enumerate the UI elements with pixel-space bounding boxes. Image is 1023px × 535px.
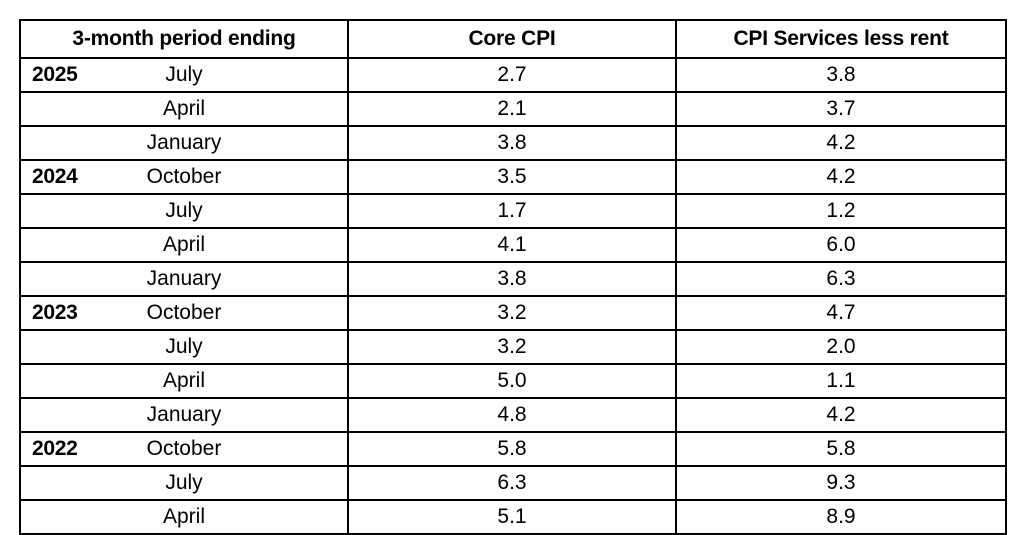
period-cell: April — [19, 499, 349, 535]
month-label: January — [146, 403, 222, 426]
core-cpi-value: 5.1 — [347, 499, 677, 535]
month-label: April — [162, 369, 205, 392]
cpi-services-less-rent-value: 1.2 — [675, 193, 1007, 229]
cpi-table: 3-month period ending Core CPI CPI Servi… — [19, 19, 1007, 535]
month-label: April — [162, 505, 205, 528]
cpi-services-less-rent-value: 6.0 — [675, 227, 1007, 263]
period-cell: July — [19, 465, 349, 501]
core-cpi-value: 3.5 — [347, 159, 677, 195]
cpi-services-less-rent-value: 9.3 — [675, 465, 1007, 501]
month-label: July — [165, 335, 203, 358]
page-root: 3-month period ending Core CPI CPI Servi… — [19, 19, 1007, 535]
table-row: July 6.3 9.3 — [19, 465, 1007, 501]
core-cpi-value: 6.3 — [347, 465, 677, 501]
period-cell: July — [19, 329, 349, 365]
period-cell: January — [19, 261, 349, 297]
period-cell: April — [19, 363, 349, 399]
month-label: October — [146, 301, 222, 324]
header-row: 3-month period ending Core CPI CPI Servi… — [19, 19, 1007, 59]
table-row: July 3.2 2.0 — [19, 329, 1007, 365]
table-row: 2023 October 3.2 4.7 — [19, 295, 1007, 331]
cpi-services-less-rent-value: 4.7 — [675, 295, 1007, 331]
core-cpi-value: 4.1 — [347, 227, 677, 263]
column-header-period: 3-month period ending — [19, 19, 349, 59]
table-row: January 4.8 4.2 — [19, 397, 1007, 433]
table-row: April 5.0 1.1 — [19, 363, 1007, 399]
month-label: October — [146, 437, 222, 460]
core-cpi-value: 3.8 — [347, 261, 677, 297]
table-row: April 2.1 3.7 — [19, 91, 1007, 127]
period-cell: July — [19, 193, 349, 229]
table-row: April 4.1 6.0 — [19, 227, 1007, 263]
period-cell: 2023 October — [19, 295, 349, 331]
table-row: January 3.8 6.3 — [19, 261, 1007, 297]
month-label: October — [146, 165, 222, 188]
column-header-cpi-services-less-rent: CPI Services less rent — [675, 19, 1007, 59]
core-cpi-value: 1.7 — [347, 193, 677, 229]
table-row: July 1.7 1.2 — [19, 193, 1007, 229]
table-row: 2022 October 5.8 5.8 — [19, 431, 1007, 467]
period-cell: April — [19, 91, 349, 127]
table-row: 2025 July 2.7 3.8 — [19, 57, 1007, 93]
core-cpi-value: 2.1 — [347, 91, 677, 127]
core-cpi-value: 5.0 — [347, 363, 677, 399]
period-cell: 2025 July — [19, 57, 349, 93]
table-row: April 5.1 8.9 — [19, 499, 1007, 535]
year-label: 2022 — [32, 437, 78, 460]
core-cpi-value: 2.7 — [347, 57, 677, 93]
cpi-services-less-rent-value: 3.7 — [675, 91, 1007, 127]
column-header-core-cpi: Core CPI — [347, 19, 677, 59]
period-cell: January — [19, 397, 349, 433]
core-cpi-value: 3.2 — [347, 329, 677, 365]
cpi-services-less-rent-value: 5.8 — [675, 431, 1007, 467]
period-cell: 2022 October — [19, 431, 349, 467]
month-label: April — [162, 233, 205, 256]
period-cell: April — [19, 227, 349, 263]
month-label: January — [146, 267, 222, 290]
cpi-services-less-rent-value: 4.2 — [675, 397, 1007, 433]
cpi-services-less-rent-value: 4.2 — [675, 159, 1007, 195]
core-cpi-value: 5.8 — [347, 431, 677, 467]
cpi-services-less-rent-value: 4.2 — [675, 125, 1007, 161]
period-cell: 2024 October — [19, 159, 349, 195]
period-cell: January — [19, 125, 349, 161]
month-label: July — [165, 471, 203, 494]
year-label: 2025 — [32, 63, 78, 86]
cpi-services-less-rent-value: 3.8 — [675, 57, 1007, 93]
core-cpi-value: 3.2 — [347, 295, 677, 331]
table-body: 2025 July 2.7 3.8 April 2.1 3.7 — [19, 57, 1007, 535]
core-cpi-value: 4.8 — [347, 397, 677, 433]
cpi-services-less-rent-value: 6.3 — [675, 261, 1007, 297]
month-label: July — [165, 199, 203, 222]
month-label: April — [162, 97, 205, 120]
cpi-services-less-rent-value: 1.1 — [675, 363, 1007, 399]
month-label: July — [165, 63, 203, 86]
month-label: January — [146, 131, 222, 154]
cpi-services-less-rent-value: 8.9 — [675, 499, 1007, 535]
table-row: 2024 October 3.5 4.2 — [19, 159, 1007, 195]
table-row: January 3.8 4.2 — [19, 125, 1007, 161]
year-label: 2024 — [32, 165, 78, 188]
cpi-table-container: 3-month period ending Core CPI CPI Servi… — [19, 19, 1007, 535]
year-label: 2023 — [32, 301, 78, 324]
core-cpi-value: 3.8 — [347, 125, 677, 161]
cpi-services-less-rent-value: 2.0 — [675, 329, 1007, 365]
table-header: 3-month period ending Core CPI CPI Servi… — [19, 19, 1007, 59]
